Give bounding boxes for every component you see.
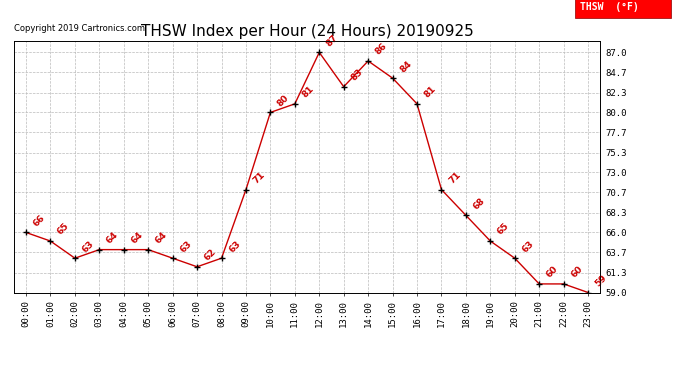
Text: 63: 63	[520, 239, 535, 254]
Text: 66: 66	[32, 213, 47, 228]
Text: 63: 63	[81, 239, 96, 254]
Text: 71: 71	[252, 170, 267, 185]
Text: 60: 60	[545, 265, 560, 280]
Text: 80: 80	[276, 93, 291, 108]
Text: 64: 64	[105, 230, 120, 246]
Text: THSW  (°F): THSW (°F)	[580, 2, 638, 12]
Text: 63: 63	[178, 239, 193, 254]
Text: 65: 65	[56, 222, 71, 237]
Text: 81: 81	[422, 84, 437, 100]
Text: 59: 59	[593, 273, 609, 288]
Text: 64: 64	[129, 230, 145, 246]
Text: 62: 62	[203, 248, 218, 262]
Text: 87: 87	[325, 33, 340, 48]
Text: 86: 86	[374, 42, 389, 57]
Title: THSW Index per Hour (24 Hours) 20190925: THSW Index per Hour (24 Hours) 20190925	[141, 24, 473, 39]
Text: 63: 63	[227, 239, 242, 254]
Text: 71: 71	[447, 170, 462, 185]
Text: 60: 60	[569, 265, 584, 280]
Text: Copyright 2019 Cartronics.com: Copyright 2019 Cartronics.com	[14, 24, 145, 33]
Text: 68: 68	[471, 196, 486, 211]
Text: 83: 83	[349, 68, 364, 82]
Text: 84: 84	[398, 58, 413, 74]
Text: 81: 81	[300, 84, 315, 100]
Text: 65: 65	[496, 222, 511, 237]
Text: 64: 64	[154, 230, 169, 246]
